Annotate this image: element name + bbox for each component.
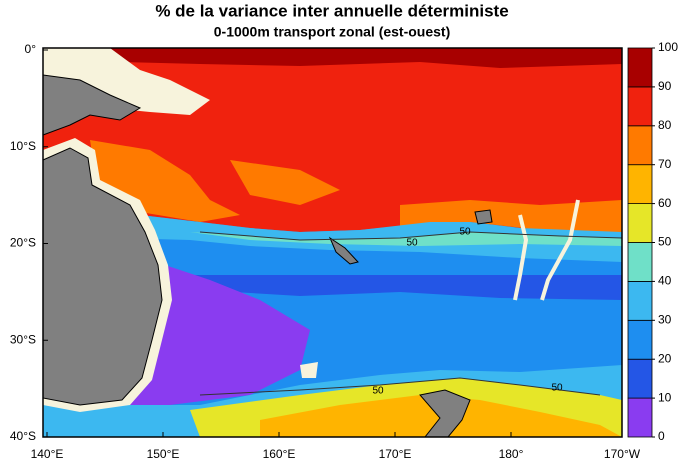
colorbar-label: 60 — [658, 196, 672, 210]
title: % de la variance inter annuelle détermin… — [155, 1, 508, 20]
lon-label: 170°W — [604, 447, 641, 461]
lon-label: 150°E — [147, 447, 180, 461]
lon-label: 160°E — [263, 447, 296, 461]
lat-label: 30°S — [10, 332, 36, 346]
lat-label: 0° — [25, 42, 37, 56]
colorbar-label: 100 — [658, 40, 678, 54]
colorbar-box — [627, 125, 653, 166]
colorbar-label: 80 — [658, 118, 672, 132]
colorbar-label: 0 — [658, 429, 665, 443]
colorbar-box — [627, 86, 653, 127]
colorbar-label: 40 — [658, 274, 672, 288]
lon-label: 170°E — [379, 447, 412, 461]
colorbar-box — [627, 242, 653, 282]
colorbar-label: 90 — [658, 79, 672, 93]
lat-label: 20°S — [10, 236, 36, 250]
colorbar-box — [627, 280, 653, 321]
colorbar-label: 50 — [658, 235, 672, 249]
lat-label: 40°S — [10, 429, 36, 443]
map-field — [42, 48, 623, 438]
colorbar-box — [627, 319, 653, 360]
lat-label: 10°S — [10, 139, 36, 153]
contour-label: 50 — [406, 238, 418, 249]
colorbar-box — [627, 47, 653, 88]
colorbar-label: 10 — [658, 390, 672, 404]
contour-label: 50 — [551, 383, 563, 394]
colorbar-box — [627, 203, 653, 243]
contour-label: 50 — [459, 227, 471, 238]
colorbar-box — [627, 358, 653, 399]
colorbar-box — [627, 397, 653, 438]
lon-label: 140°E — [31, 447, 64, 461]
contour-label: 50 — [372, 386, 384, 397]
subtitle: 0-1000m transport zonal (est-ouest) — [214, 24, 451, 40]
colorbar-label: 30 — [658, 312, 672, 326]
colorbar-label: 20 — [658, 351, 672, 365]
colorbar-label: 70 — [658, 157, 672, 171]
lon-label: 180° — [499, 447, 524, 461]
colorbar-box — [627, 164, 653, 204]
map-frame — [42, 47, 623, 438]
